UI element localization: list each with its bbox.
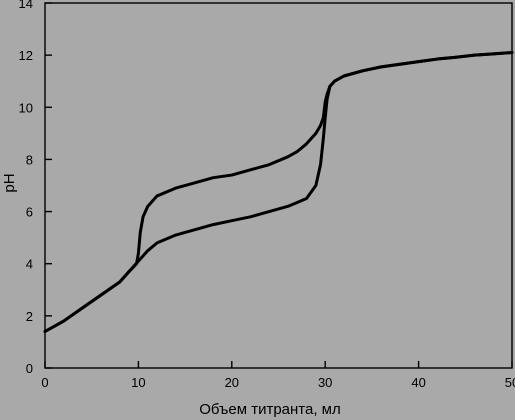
x-tick-label: 10 bbox=[131, 375, 145, 390]
tick-marks: 0 10 20 30 40 50 0 2 4 6 8 10 12 14 bbox=[19, 0, 515, 390]
y-tick-label: 0 bbox=[26, 361, 33, 376]
x-tick-label: 20 bbox=[225, 375, 239, 390]
x-tick-label: 40 bbox=[411, 375, 425, 390]
x-tick-label: 0 bbox=[41, 375, 48, 390]
series-group bbox=[43, 51, 514, 333]
y-tick-label: 10 bbox=[19, 100, 33, 115]
y-tick-label: 8 bbox=[26, 152, 33, 167]
y-tick-label: 6 bbox=[26, 205, 33, 220]
plot-frame bbox=[44, 2, 513, 369]
y-tick-label: 12 bbox=[19, 48, 33, 63]
titration-curve-1 bbox=[43, 51, 514, 333]
y-tick-label: 2 bbox=[26, 309, 33, 324]
x-tick-label: 30 bbox=[318, 375, 332, 390]
y-axis-label: pH bbox=[1, 173, 18, 192]
x-tick-label: 50 bbox=[505, 375, 515, 390]
x-axis-label: Объем титранта, мл bbox=[199, 401, 341, 418]
titration-curve-2 bbox=[43, 51, 514, 333]
y-tick-label: 4 bbox=[26, 257, 33, 272]
chart-axes bbox=[44, 2, 513, 369]
y-tick-label: 14 bbox=[19, 0, 33, 11]
